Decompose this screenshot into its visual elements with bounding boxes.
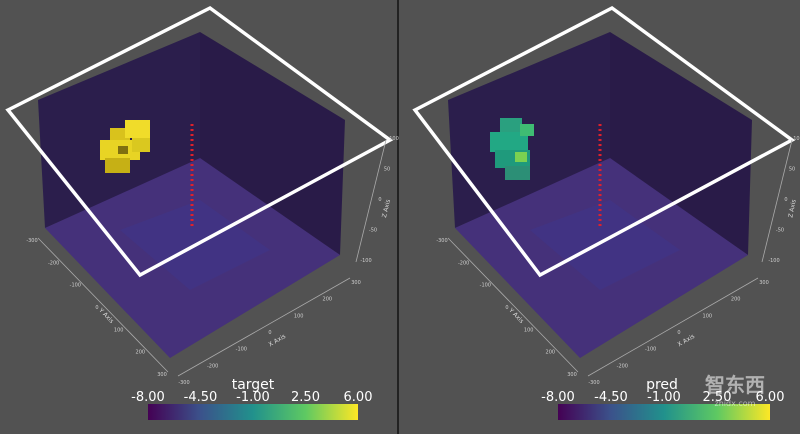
axis-line — [177, 277, 351, 377]
back-wall-right — [610, 32, 752, 255]
colorbar-label: 6.00 — [756, 390, 785, 405]
axis-tick-label: -300 — [178, 380, 189, 386]
colorbar-label: -1.00 — [647, 390, 681, 405]
axis-tick-label: 300 — [157, 372, 167, 378]
floor-shade — [530, 200, 680, 290]
axis-tick-label: -200 — [207, 363, 218, 369]
colorbar-label: 6.00 — [344, 390, 373, 405]
axis-tick-label: 0 — [784, 197, 787, 203]
axis-title: Z Axis — [381, 199, 392, 219]
colorbar-label: -8.00 — [131, 390, 165, 405]
axis-tick-label: 200 — [546, 350, 556, 356]
axis-tick-label: 100 — [524, 327, 534, 333]
axis-line — [37, 237, 169, 373]
axis-tick-label: -200 — [48, 260, 59, 266]
axis-tick-label: -200 — [458, 260, 469, 266]
axis-tick-label: 100 — [793, 136, 800, 142]
colorbar — [558, 404, 770, 420]
axis-tick-label: 100 — [114, 327, 124, 333]
colorbar-label: 2.50 — [291, 390, 320, 405]
watermark-url: zhidx.com — [715, 399, 756, 408]
colorbar-title: target — [232, 377, 275, 393]
axis-line — [761, 139, 793, 263]
axis-tick-label: 0 — [268, 330, 271, 336]
axis-tick-label: -50 — [776, 228, 784, 234]
axis-tick-label: 0 — [677, 330, 680, 336]
colorbar-label: -1.00 — [236, 390, 270, 405]
voxels — [490, 118, 534, 180]
axis-tick-label: -300 — [26, 238, 37, 244]
axis-tick-label: 50 — [384, 167, 390, 173]
axis-tick-label: 50 — [789, 167, 795, 173]
axis-tick-label: -300 — [436, 238, 447, 244]
axis-tick-label: 0 — [95, 305, 98, 311]
axis-tick-label: 300 — [351, 280, 361, 286]
outline-frame — [5, 5, 394, 278]
axis-tick-label: 0 — [505, 305, 508, 311]
watermark: 智东西 — [705, 373, 765, 397]
axis-tick-label: 300 — [759, 280, 769, 286]
colorbar — [148, 404, 358, 420]
colorbar-label: -8.00 — [541, 390, 575, 405]
axis-tick-label: 200 — [323, 297, 333, 303]
axis-title: Z Axis — [787, 199, 797, 218]
axis-tick-label: 200 — [731, 297, 741, 303]
axis-tick-label: 300 — [567, 372, 577, 378]
axis-tick-label: 0 — [378, 197, 381, 203]
axis-tick-label: 200 — [136, 350, 146, 356]
axis-tick-label: -200 — [617, 363, 628, 369]
colorbar-label: 2.50 — [703, 390, 732, 405]
colorbar-label: -4.50 — [184, 390, 218, 405]
axis-tick-label: -100 — [236, 347, 247, 353]
axis-tick-label: -100 — [768, 258, 779, 264]
axis-line — [587, 277, 759, 377]
axis-tick-label: -300 — [588, 380, 599, 386]
colorbar-label: -4.50 — [594, 390, 628, 405]
axis-tick-label: 100 — [389, 136, 399, 142]
axis-tick-label: -100 — [480, 283, 491, 289]
voxels — [100, 120, 150, 173]
axis-tick-label: 100 — [703, 313, 713, 319]
colorbar-title: pred — [646, 377, 678, 393]
axis-tick-label: -50 — [369, 228, 377, 234]
axis-tick-label: -100 — [360, 258, 371, 264]
axis-tick-label: -100 — [70, 283, 81, 289]
axis-tick-label: 100 — [294, 313, 304, 319]
axis-line — [355, 139, 387, 263]
back-wall-right — [200, 32, 345, 255]
axis-tick-label: -100 — [645, 347, 656, 353]
axis-line — [447, 237, 579, 373]
